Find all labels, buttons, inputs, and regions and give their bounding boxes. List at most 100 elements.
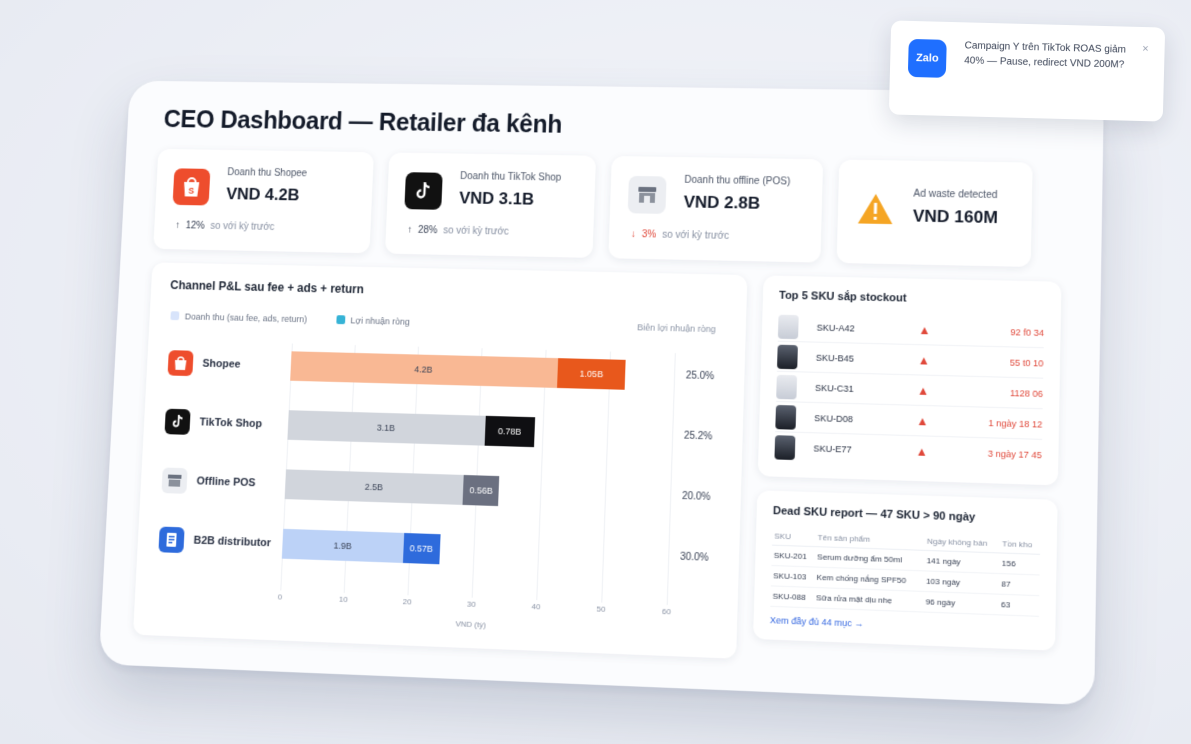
margin-value: 20.0% [682, 491, 711, 503]
right-column: Top 5 SKU sắp stockout SKU-A42 ▲ 92 f0 34 S… [752, 275, 1061, 671]
table-cell: 103 ngày [924, 571, 1000, 594]
bar-revenue[interactable]: 3.1B [287, 410, 485, 445]
bar-revenue[interactable]: 4.2B [290, 351, 558, 388]
kpi-card-offline[interactable]: Doanh thu offline (POS) VND 2.8B ↓ 3% so… [608, 156, 823, 263]
kpi-value: VND 2.8B [683, 193, 760, 214]
stockout-eta: 1 ngày 18 12 [968, 417, 1043, 429]
kpi-label: Doanh thu offline (POS) [684, 175, 790, 188]
kpi-delta: ↑ 28% so với kỳ trước [407, 225, 509, 238]
kpi-delta-value: 12% [185, 221, 205, 232]
shopee-icon: S [173, 168, 211, 205]
content-row: Channel P&L sau fee + ads + return Doanh… [133, 262, 1066, 671]
legend-item-revenue[interactable]: Doanh thu (sau fee, ads, return) [170, 311, 307, 324]
list-item[interactable]: SKU-E77 ▲ 3 ngày 17 45 [774, 432, 1042, 470]
warning-icon: ▲ [918, 322, 970, 337]
sku-code: SKU-A42 [817, 322, 919, 334]
zalo-icon: Zalo [908, 39, 947, 78]
bar-revenue[interactable]: 1.9B [282, 529, 404, 563]
legend-swatch [336, 315, 345, 324]
x-tick-label: 30 [467, 600, 476, 609]
x-tick-label: 10 [339, 595, 348, 604]
bar-chart: 0 10 20 30 40 50 60 VND (tỷ) 4.2B 1.05B 3.1B 0.78B 2… [280, 343, 675, 605]
kpi-card-shopee[interactable]: S Doanh thu Shopee VND 4.2B ↑ 12% so với… [153, 149, 374, 253]
svg-text:S: S [188, 186, 194, 196]
channel-name: TikTok Shop [199, 417, 262, 431]
stockout-eta: 92 f0 34 [970, 326, 1044, 338]
legend-swatch [170, 311, 179, 320]
stockout-panel: Top 5 SKU sắp stockout SKU-A42 ▲ 92 f0 34 S… [758, 275, 1062, 485]
table-cell: 141 ngày [924, 550, 1000, 573]
stockout-eta: 3 ngày 17 45 [967, 448, 1042, 460]
kpi-label: Doanh thu TikTok Shop [460, 171, 562, 183]
margin-value: 30.0% [680, 552, 709, 564]
sku-code: SKU-E77 [813, 443, 916, 456]
sku-code: SKU-B45 [816, 352, 918, 365]
view-all-link[interactable]: Xem đầy đủ 44 mục → [770, 615, 1039, 636]
tiktok-icon [404, 172, 442, 210]
table-cell: 156 [1000, 553, 1040, 575]
bar-profit[interactable]: 1.05B [557, 358, 626, 390]
panel-title: Channel P&L sau fee + ads + return [170, 278, 727, 304]
legend-label: Doanh thu (sau fee, ads, return) [185, 312, 308, 325]
store-icon [161, 467, 187, 493]
product-thumbnail [775, 404, 796, 429]
table-cell: Sữa rửa mặt dịu nhẹ [814, 587, 924, 612]
bar-revenue[interactable]: 2.5B [285, 469, 464, 505]
kpi-card-tiktok[interactable]: Doanh thu TikTok Shop VND 3.1B ↑ 28% so … [385, 152, 596, 257]
kpi-delta-sub: so với kỳ trước [443, 225, 509, 237]
legend-item-profit[interactable]: Lợi nhuận ròng [336, 315, 410, 327]
zalo-notification[interactable]: Zalo Campaign Y trên TikTok ROAS giảm 40… [889, 20, 1165, 121]
x-tick-label: 60 [662, 607, 671, 616]
kpi-delta-value: 3% [642, 229, 657, 240]
product-thumbnail [776, 374, 797, 399]
arrow-up-icon: ↑ [175, 220, 180, 231]
kpi-label: Doanh thu Shopee [227, 167, 307, 179]
column-header: Tồn kho [1000, 535, 1040, 554]
stockout-eta: 55 t0 10 [969, 356, 1044, 368]
stockout-list: SKU-A42 ▲ 92 f0 34 SKU-B45 ▲ 55 t0 10 SKU-C31 ▲… [774, 312, 1044, 471]
warning-icon: ▲ [916, 413, 968, 429]
kpi-delta: ↑ 12% so với kỳ trước [175, 220, 275, 233]
close-icon[interactable]: × [1142, 41, 1149, 58]
kpi-delta-sub: so với kỳ trước [210, 221, 275, 233]
tiktok-icon [164, 409, 190, 435]
kpi-value: VND 3.1B [459, 189, 535, 210]
warning-icon: ▲ [917, 383, 969, 399]
channel-label: Shopee [168, 350, 242, 377]
x-tick-label: 50 [596, 604, 605, 613]
channel-label: Offline POS [161, 467, 256, 496]
kpi-label: Ad waste detected [913, 189, 997, 201]
warning-icon: ▲ [915, 444, 967, 460]
arrow-down-icon: ↓ [631, 229, 636, 240]
kpi-row: S Doanh thu Shopee VND 4.2B ↑ 12% so với… [153, 149, 1068, 268]
x-tick-label: 0 [278, 592, 283, 601]
bar-profit[interactable]: 0.57B [402, 533, 440, 564]
bar-profit[interactable]: 0.56B [463, 475, 500, 506]
panel-title: Dead SKU report — 47 SKU > 90 ngày [773, 505, 1041, 526]
column-header: SKU [772, 527, 816, 546]
x-axis-label: VND (tỷ) [455, 619, 486, 629]
kpi-card-ad-waste[interactable]: Ad waste detected VND 160M [837, 160, 1033, 267]
kpi-delta-sub: so với kỳ trước [662, 230, 729, 242]
table-cell: SKU-201 [771, 545, 815, 567]
notification-message: Campaign Y trên TikTok ROAS giảm 40% — P… [964, 38, 1147, 73]
sku-code: SKU-D08 [814, 413, 916, 426]
channel-name: B2B distributor [193, 535, 271, 550]
margin-value: 25.2% [684, 431, 713, 443]
channel-name: Offline POS [196, 475, 255, 489]
channel-pl-panel: Channel P&L sau fee + ads + return Doanh… [133, 262, 748, 658]
chart-legend: Doanh thu (sau fee, ads, return) Lợi nhu… [170, 311, 410, 327]
margin-value: 25.0% [686, 370, 715, 382]
table-cell: SKU-088 [770, 586, 814, 608]
bar-profit[interactable]: 0.78B [484, 416, 535, 447]
sku-code: SKU-C31 [815, 382, 917, 395]
channel-label: TikTok Shop [164, 409, 262, 437]
margin-header: Biên lợi nhuận ròng [637, 322, 716, 334]
arrow-up-icon: ↑ [407, 225, 412, 236]
table-cell: 87 [999, 574, 1039, 596]
table-cell: SKU-103 [771, 565, 815, 587]
legend-label: Lợi nhuận ròng [350, 316, 410, 327]
stockout-eta: 1128 06 [968, 386, 1043, 398]
product-thumbnail [778, 314, 799, 339]
